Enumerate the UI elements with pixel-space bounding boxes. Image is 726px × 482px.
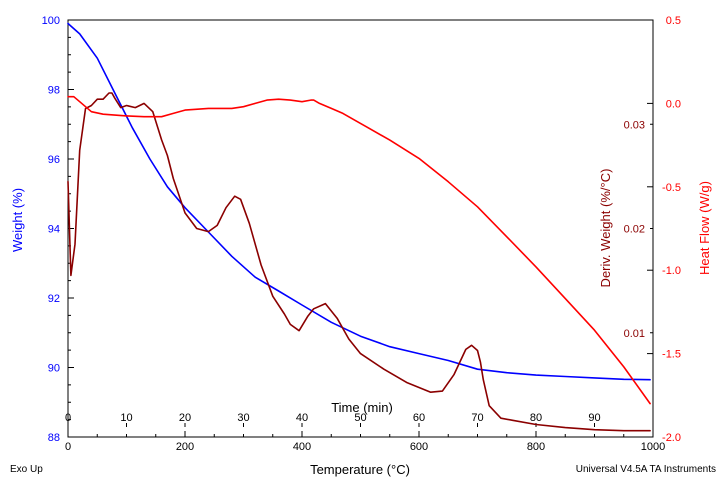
exo-up-label: Exo Up — [10, 464, 43, 475]
time-tick-label-10: 10 — [120, 412, 132, 424]
weight-tick-label-94: 94 — [48, 224, 60, 236]
weight-tick-label-90: 90 — [48, 363, 60, 375]
heat-tick-label-0: 0.5 — [666, 15, 681, 27]
x-tick-label-0: 0 — [65, 441, 71, 453]
heat-tick-label-1: 0.0 — [666, 98, 681, 110]
time-tick-label-90: 90 — [588, 412, 600, 424]
heat-tick-label-5: -2.0 — [662, 432, 681, 444]
weight-tick-label-92: 92 — [48, 293, 60, 305]
time-tick-label-80: 80 — [530, 412, 542, 424]
time-tick-label-40: 40 — [296, 412, 308, 424]
x-tick-label-400: 400 — [293, 441, 311, 453]
weight-tick-label-98: 98 — [48, 85, 60, 97]
deriv-axis-title: Deriv. Weight (%/°C) — [598, 169, 613, 288]
time-axis-title: Time (min) — [331, 400, 393, 415]
weight-tick-label-88: 88 — [48, 432, 60, 444]
weight-axis-title: Weight (%) — [10, 188, 25, 252]
series-line-heat-flow — [67, 95, 651, 405]
x-tick-label-600: 600 — [410, 441, 428, 453]
x-tick-label-800: 800 — [527, 441, 545, 453]
x-axis-title: Temperature (°C) — [310, 462, 410, 477]
heat-tick-label-3: -1.0 — [662, 265, 681, 277]
ticks-layer: 0 200 400 600 800 1000 0 10 20 30 40 50 60 70 80 90 88 90… — [42, 15, 681, 453]
deriv-tick-label-0.02: 0.02 — [624, 224, 645, 236]
time-tick-label-50: 50 — [354, 412, 366, 424]
series-line-weight — [67, 22, 651, 381]
heat-tick-label-2: -0.5 — [662, 182, 681, 194]
time-tick-label-70: 70 — [471, 412, 483, 424]
heat-axis-title: Heat Flow (W/g) — [697, 181, 712, 275]
time-tick-label-0: 0 — [65, 412, 71, 424]
plot-frame — [67, 19, 654, 438]
time-tick-label-60: 60 — [413, 412, 425, 424]
time-tick-label-30: 30 — [237, 412, 249, 424]
weight-tick-label-96: 96 — [48, 154, 60, 166]
plot-border — [67, 19, 654, 438]
x-tick-label-200: 200 — [176, 441, 194, 453]
weight-tick-label-100: 100 — [42, 15, 60, 27]
series-line-deriv-weight — [67, 92, 651, 432]
time-tick-label-20: 20 — [179, 412, 191, 424]
series-layer — [67, 22, 651, 432]
heat-tick-label-4: -1.5 — [662, 349, 681, 361]
deriv-tick-label-0.03: 0.03 — [624, 119, 645, 131]
instrument-label: Universal V4.5A TA Instruments — [576, 464, 716, 475]
x-tick-label-1000: 1000 — [641, 441, 665, 453]
deriv-tick-label-0.01: 0.01 — [624, 328, 645, 340]
